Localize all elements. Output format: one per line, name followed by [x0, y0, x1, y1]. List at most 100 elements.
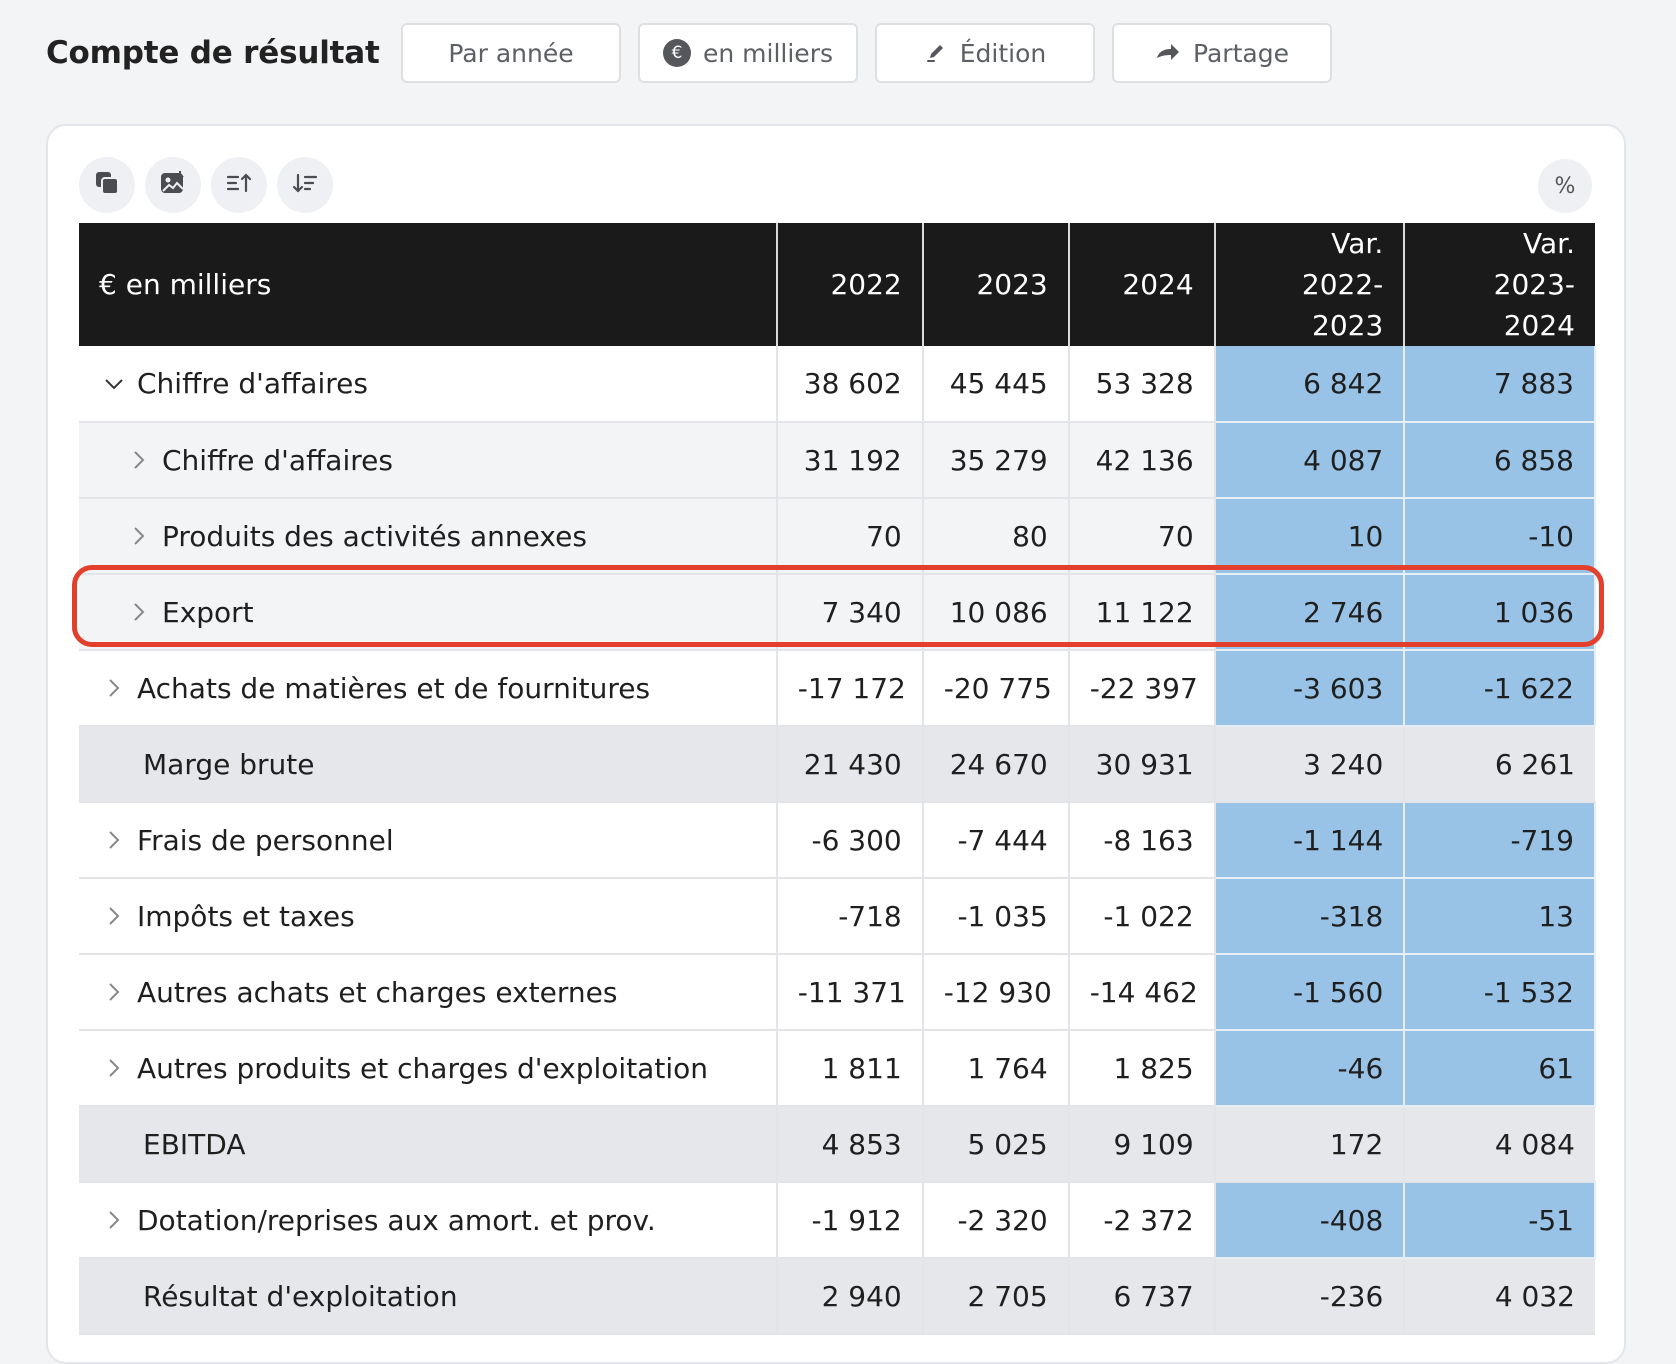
- page-title: Compte de résultat: [46, 35, 380, 71]
- row-label-cell: EBITDA: [79, 1106, 778, 1183]
- cell-2024: -22 397: [1068, 650, 1216, 727]
- copy-button[interactable]: [79, 157, 135, 213]
- pencil-icon: [924, 41, 948, 65]
- row-label-cell: Produits des activités annexes: [79, 498, 778, 575]
- unit-button[interactable]: € en milliers: [638, 23, 858, 83]
- table-row-resultat-exploitation: Résultat d'exploitation 2 940 2 705 6 73…: [79, 1258, 1595, 1335]
- row-label: Chiffre d'affaires: [162, 443, 393, 477]
- chevron-right-icon[interactable]: [104, 906, 124, 926]
- table-row-chiffre-affaires[interactable]: Chiffre d'affaires 31 192 35 279 42 136 …: [79, 422, 1596, 499]
- cell-var-2022-2023: 2 746: [1214, 574, 1406, 651]
- table-row-chiffre-affaires-group[interactable]: Chiffre d'affaires 38 602 45 445 53 328 …: [79, 346, 1596, 423]
- cell-2023: -12 930: [922, 954, 1070, 1031]
- cell-2022: 1 811: [776, 1030, 924, 1107]
- edit-button-label: Édition: [959, 38, 1047, 68]
- table-card: % € en milliers 2022 2023 2024 Var. 2022-…: [46, 124, 1626, 1364]
- chevron-right-icon[interactable]: [104, 678, 124, 698]
- table-row-ebitda: EBITDA 4 853 5 025 9 109 172 4 084: [79, 1106, 1595, 1183]
- share-button-label: Partage: [1193, 38, 1289, 68]
- cell-var-2023-2024: 61: [1404, 1030, 1596, 1107]
- cell-2024: 42 136: [1068, 422, 1216, 499]
- row-label: Autres achats et charges externes: [137, 975, 618, 1009]
- chevron-right-icon[interactable]: [104, 982, 124, 1002]
- chevron-right-icon[interactable]: [104, 1210, 124, 1230]
- cell-2022: -1 912: [776, 1182, 924, 1259]
- chevron-right-icon[interactable]: [129, 602, 149, 622]
- cell-var-2022-2023: -408: [1214, 1182, 1406, 1259]
- column-header-var-2023-2024[interactable]: Var. 2023-2024: [1404, 223, 1595, 346]
- row-label-cell: Résultat d'exploitation: [79, 1258, 778, 1335]
- period-button[interactable]: Par année: [401, 23, 621, 83]
- cell-var-2022-2023: -3 603: [1214, 650, 1406, 727]
- column-header-var-2022-2023[interactable]: Var. 2022-2023: [1214, 223, 1406, 346]
- row-label-cell: Frais de personnel: [79, 802, 778, 879]
- sort-ascending-icon: [225, 169, 253, 201]
- column-header-2024[interactable]: 2024: [1068, 223, 1216, 346]
- cell-2024: -8 163: [1068, 802, 1216, 879]
- cell-2023: 35 279: [922, 422, 1070, 499]
- cell-2024: 53 328: [1068, 346, 1216, 423]
- cell-2022: -6 300: [776, 802, 924, 879]
- sort-ascending-button[interactable]: [211, 157, 267, 213]
- column-header-var-2023-2024-line2: 2023-2024: [1493, 268, 1575, 342]
- cell-var-2023-2024: 4 084: [1404, 1106, 1595, 1183]
- cell-2024: -14 462: [1068, 954, 1216, 1031]
- row-label: Impôts et taxes: [137, 899, 355, 933]
- share-button[interactable]: Partage: [1112, 23, 1332, 83]
- column-header-label: € en milliers: [79, 223, 778, 346]
- chevron-right-icon[interactable]: [129, 450, 149, 470]
- table-row-autres-produits[interactable]: Autres produits et charges d'exploitatio…: [79, 1030, 1596, 1107]
- row-label: Export: [162, 595, 254, 629]
- table-row-export[interactable]: Export 7 340 10 086 11 122 2 746 1 036: [79, 574, 1596, 651]
- edit-button[interactable]: Édition: [875, 23, 1095, 83]
- table-row-impots-taxes[interactable]: Impôts et taxes -718 -1 035 -1 022 -318 …: [79, 878, 1596, 955]
- cell-2022: 7 340: [776, 574, 924, 651]
- period-button-label: Par année: [448, 38, 574, 68]
- row-label: Dotation/reprises aux amort. et prov.: [137, 1203, 656, 1237]
- row-label: Achats de matières et de fournitures: [137, 671, 651, 705]
- chevron-right-icon[interactable]: [104, 830, 124, 850]
- chevron-down-icon[interactable]: [104, 378, 124, 390]
- cell-var-2023-2024: -1 622: [1404, 650, 1596, 727]
- cell-2022: 31 192: [776, 422, 924, 499]
- sort-descending-button[interactable]: [277, 157, 333, 213]
- table-row-achats-matieres[interactable]: Achats de matières et de fournitures -17…: [79, 650, 1596, 727]
- cell-var-2023-2024: -719: [1404, 802, 1596, 879]
- percent-toggle-button[interactable]: %: [1538, 159, 1592, 213]
- cell-2023: -20 775: [922, 650, 1070, 727]
- table-row-produits-annexes[interactable]: Produits des activités annexes 70 80 70 …: [79, 498, 1596, 575]
- column-header-2022[interactable]: 2022: [776, 223, 924, 346]
- cell-var-2023-2024: 6 261: [1404, 726, 1595, 803]
- cell-2024: 9 109: [1068, 1106, 1216, 1183]
- cell-var-2023-2024: 1 036: [1404, 574, 1596, 651]
- cell-var-2022-2023: -46: [1214, 1030, 1406, 1107]
- row-label: Résultat d'exploitation: [143, 1279, 458, 1313]
- cell-var-2022-2023: 10: [1214, 498, 1406, 575]
- cell-var-2022-2023: 172: [1214, 1106, 1406, 1183]
- row-label: Chiffre d'affaires: [137, 367, 368, 400]
- cell-var-2023-2024: 7 883: [1404, 346, 1596, 423]
- row-label: Marge brute: [143, 747, 315, 781]
- image-download-icon: [159, 169, 187, 201]
- cell-2022: -11 371: [776, 954, 924, 1031]
- table-row-frais-personnel[interactable]: Frais de personnel -6 300 -7 444 -8 163 …: [79, 802, 1596, 879]
- cell-2022: 38 602: [776, 346, 924, 423]
- image-download-button[interactable]: [145, 157, 201, 213]
- table-header-row: € en milliers 2022 2023 2024 Var. 2022-20…: [79, 223, 1595, 346]
- table-row-marge-brute: Marge brute 21 430 24 670 30 931 3 240 6…: [79, 726, 1595, 803]
- row-label-cell: Dotation/reprises aux amort. et prov.: [79, 1182, 778, 1259]
- table-row-dotation-reprises[interactable]: Dotation/reprises aux amort. et prov. -1…: [79, 1182, 1596, 1259]
- chevron-right-icon[interactable]: [104, 1058, 124, 1078]
- cell-2023: -1 035: [922, 878, 1070, 955]
- column-header-2023[interactable]: 2023: [922, 223, 1070, 346]
- cell-2024: -1 022: [1068, 878, 1216, 955]
- row-label: EBITDA: [143, 1127, 246, 1161]
- chevron-right-icon[interactable]: [129, 526, 149, 546]
- share-arrow-icon: [1155, 42, 1181, 64]
- row-label-cell: Autres achats et charges externes: [79, 954, 778, 1031]
- cell-2022: 21 430: [776, 726, 924, 803]
- cell-var-2023-2024: -10: [1404, 498, 1596, 575]
- table-row-autres-achats[interactable]: Autres achats et charges externes -11 37…: [79, 954, 1596, 1031]
- table-toolbar: [79, 157, 343, 213]
- cell-var-2023-2024: 13: [1404, 878, 1596, 955]
